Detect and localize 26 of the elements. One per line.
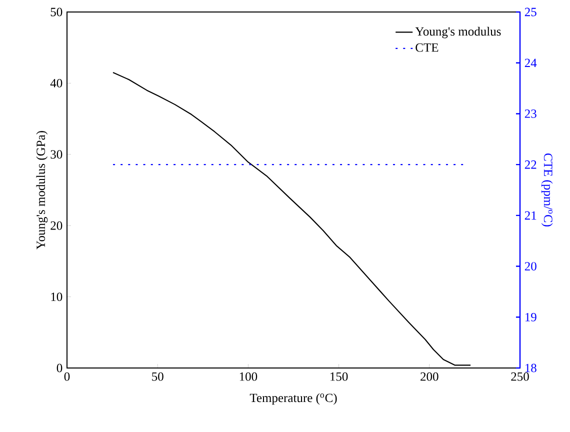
- legend-label: Young's modulus: [415, 26, 501, 38]
- y-tick-label: 10: [51, 292, 62, 302]
- y2-tick-label: 23: [524, 110, 536, 118]
- y2-tick-label: 21: [524, 211, 536, 220]
- x-axis-title: Temperature ($^{o}$C): [250, 393, 337, 405]
- y-tick-label: 40: [50, 78, 62, 88]
- y2-tick-label: 25: [524, 8, 536, 16]
- x-tick-label: 50: [152, 372, 164, 381]
- x-tick-label: 200: [420, 372, 438, 381]
- y2-tick-label: 18: [525, 364, 536, 372]
- x-tick-label: 150: [330, 372, 348, 381]
- y2-axis-title: CTE (ppm/$^{o}$C): [541, 154, 553, 226]
- y2-tick-label: 20: [524, 262, 536, 271]
- y-axis-title: Young's modulus (GPa): [36, 131, 48, 250]
- x-tick-label: 250: [511, 372, 529, 381]
- x-tick-label: 100: [240, 372, 258, 381]
- y-tick-label: 20: [50, 221, 62, 230]
- line-series: [112, 72, 472, 366]
- y2-tick-label: 24: [524, 58, 537, 67]
- legend-label: CTE: [416, 43, 438, 52]
- x-tick-label: 0: [64, 372, 70, 381]
- y-tick-label: 50: [50, 8, 62, 16]
- y2-tick-label: 22: [524, 160, 536, 169]
- y-tick-label: 30: [50, 150, 62, 159]
- y2-tick-label: 19: [525, 312, 536, 322]
- y-tick-label: 0: [56, 364, 62, 372]
